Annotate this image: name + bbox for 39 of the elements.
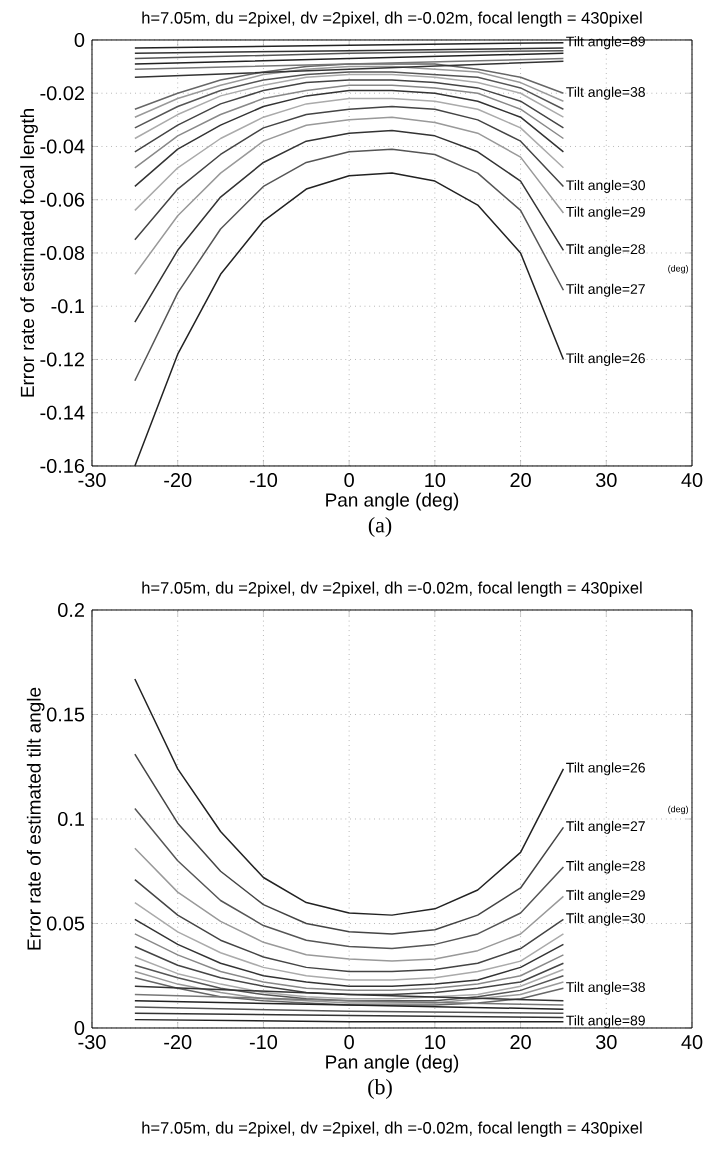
x-tick-label: -10 bbox=[250, 1035, 278, 1050]
y-tick-label: -0.06 bbox=[40, 192, 85, 207]
x-tick-label: 10 bbox=[425, 473, 446, 488]
x-tick-label: 30 bbox=[596, 1035, 617, 1050]
y-tick-label: 0.05 bbox=[47, 916, 85, 931]
x-tick-label: -30 bbox=[78, 473, 106, 488]
x-tick-label: 30 bbox=[596, 473, 617, 488]
text: (a) bbox=[368, 517, 392, 537]
x-tick-label: -10 bbox=[250, 473, 278, 488]
y-tick-label: -0.14 bbox=[40, 405, 85, 420]
chart-title: h=7.05m, du =2pixel, dv =2pixel, dh =-0.02m, focal length = 430pixel bbox=[142, 11, 642, 27]
text: h=7.05m, du =2pixel, dv =2pixel, dh =-0.02m, focal length = 430pixel bbox=[142, 1121, 642, 1137]
y-tick-label: -0.08 bbox=[40, 245, 85, 261]
x-tick-label: -20 bbox=[164, 473, 192, 488]
x-tick-label: 40 bbox=[681, 1035, 703, 1050]
x-tick-label: 0 bbox=[344, 1035, 355, 1050]
x-tick-label: 0 bbox=[344, 473, 355, 488]
y-tick-label: -0.02 bbox=[40, 86, 85, 101]
y-tick-label: -0.04 bbox=[40, 139, 85, 154]
y-tick-label: -0.12 bbox=[40, 352, 85, 367]
y-tick-label: 0.1 bbox=[58, 811, 85, 827]
x-tick-label: -30 bbox=[78, 1035, 106, 1050]
x-axis-title: Pan angle (deg) bbox=[326, 1054, 459, 1073]
chart-title: h=7.05m, du =2pixel, dv =2pixel, dh =-0.02m, focal length = 430pixel bbox=[142, 581, 642, 597]
x-tick-label: 40 bbox=[681, 473, 703, 488]
x-tick-label: 20 bbox=[510, 1035, 532, 1050]
y-tick-label: -0.16 bbox=[40, 458, 85, 474]
y-axis-title: Error rate of estimated focal length bbox=[20, 109, 38, 397]
y-tick-label: -0.1 bbox=[51, 299, 85, 314]
x-tick-label: -20 bbox=[164, 1035, 192, 1050]
x-tick-label: 20 bbox=[510, 473, 532, 488]
y-tick-label: 0 bbox=[74, 32, 85, 48]
x-axis-title: Pan angle (deg) bbox=[326, 492, 459, 511]
text: (b) bbox=[368, 1079, 392, 1099]
y-axis-title: Error rate of estimated tilt angle bbox=[26, 687, 45, 950]
y-tick-label: 0 bbox=[74, 1020, 85, 1036]
y-tick-label: 0.2 bbox=[58, 602, 85, 618]
y-tick-label: 0.15 bbox=[47, 707, 85, 722]
x-tick-label: 10 bbox=[425, 1035, 446, 1050]
